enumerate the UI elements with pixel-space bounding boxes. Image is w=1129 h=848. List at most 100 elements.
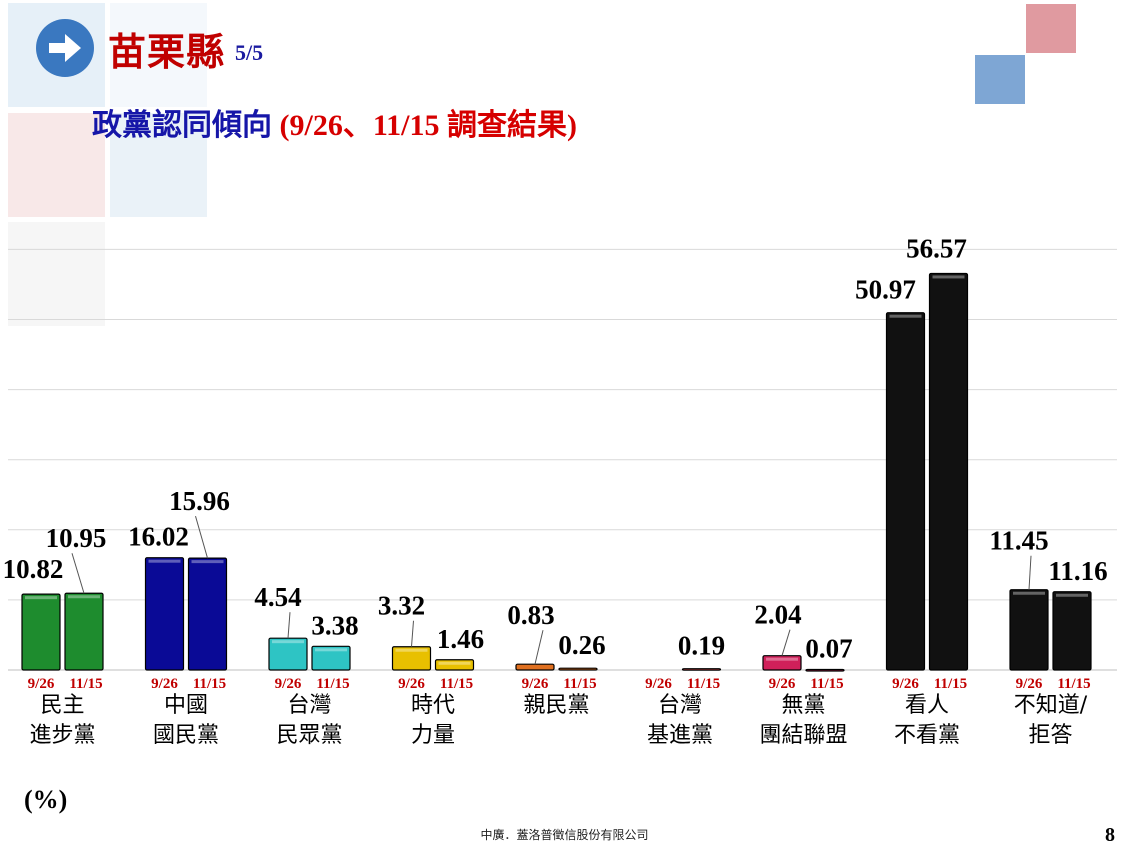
category-label: 台灣 xyxy=(658,693,702,718)
date-label: 9/26 xyxy=(769,676,796,692)
date-label: 11/15 xyxy=(563,676,596,692)
date-label: 9/26 xyxy=(892,676,919,692)
bar-highlight xyxy=(191,560,224,564)
date-label: 9/26 xyxy=(151,676,178,692)
value-label: 4.54 xyxy=(254,582,301,612)
date-label: 11/15 xyxy=(687,676,720,692)
bar-highlight xyxy=(766,657,798,661)
date-label: 9/26 xyxy=(398,676,425,692)
date-label: 11/15 xyxy=(1057,676,1090,692)
bar-highlight xyxy=(889,314,922,318)
subtitle-dates: (9/26、11/15 xyxy=(272,109,448,142)
date-labels: 9/26 11/15 9/26 11/15 9/26 11/15 9/26 11/15 9/26… xyxy=(28,676,1091,692)
subtitle-close-paren: ) xyxy=(567,109,578,142)
value-label: 10.82 xyxy=(3,554,64,584)
date-label: 9/26 xyxy=(645,676,672,692)
bar-11-15 xyxy=(928,272,969,671)
bar-highlight xyxy=(438,661,471,665)
value-label: 56.57 xyxy=(906,233,967,263)
date-label: 11/15 xyxy=(316,676,349,692)
decor-square-steelblue xyxy=(975,55,1025,104)
category-label: 台灣 xyxy=(287,693,331,718)
value-label: 0.07 xyxy=(805,634,852,664)
bars xyxy=(21,272,1092,672)
bar-9-26 xyxy=(1009,589,1049,671)
category-label: 不看黨 xyxy=(894,723,960,748)
value-label: 1.46 xyxy=(437,624,484,654)
value-label: 3.32 xyxy=(378,591,425,621)
leader-line xyxy=(1028,555,1032,590)
decor-square-pink xyxy=(8,113,105,217)
page-number: 8 xyxy=(1105,824,1115,846)
date-label: 9/26 xyxy=(275,676,302,692)
value-label: 0.83 xyxy=(507,600,554,630)
date-label: 9/26 xyxy=(28,676,55,692)
category-label: 拒答 xyxy=(1028,723,1072,748)
bar-highlight xyxy=(932,275,965,279)
leader-line xyxy=(411,620,414,647)
category-label: 民眾黨 xyxy=(276,723,342,748)
category-label: 看人 xyxy=(905,693,949,718)
page-title: 苗栗縣 xyxy=(108,29,226,74)
value-label: 15.96 xyxy=(169,486,230,516)
bar-highlight xyxy=(148,559,181,563)
value-label: 11.45 xyxy=(989,526,1048,556)
bar-11-15 xyxy=(311,645,351,671)
leader-line xyxy=(195,515,208,559)
bar-highlight xyxy=(272,640,304,644)
value-label: 50.97 xyxy=(855,275,916,305)
leader-line xyxy=(287,612,291,639)
bar-highlight xyxy=(315,648,347,652)
bar-11-15 xyxy=(805,668,845,672)
category-label: 不知道/ xyxy=(1014,693,1088,718)
page-fraction: 5/5 xyxy=(235,40,264,65)
date-label: 11/15 xyxy=(934,676,967,692)
footer-company: 中廣．蓋洛普徵信股份有限公司 xyxy=(480,828,649,842)
date-label: 11/15 xyxy=(810,676,843,692)
decor-square-lightblue xyxy=(110,113,207,217)
bar-11-15 xyxy=(1052,591,1092,671)
subtitle-main: 政黨認同傾向 xyxy=(92,108,272,143)
bar-highlight xyxy=(25,596,57,600)
category-label: 基進黨 xyxy=(647,723,713,748)
bar-9-26 xyxy=(144,557,185,671)
category-label: 中國 xyxy=(164,693,208,718)
chart-subtitle: 政黨認同傾向 (9/26、11/15 調查結果) xyxy=(92,100,577,144)
category-label: 團結聯盟 xyxy=(759,723,847,748)
decor-square-faint xyxy=(8,222,105,326)
date-label: 11/15 xyxy=(193,676,226,692)
decor-square-blue-mid xyxy=(110,3,207,107)
date-label: 11/15 xyxy=(440,676,473,692)
bar-9-26 xyxy=(515,663,555,671)
title-block: 苗栗縣 5/5 xyxy=(36,18,263,78)
bar-9-26 xyxy=(21,593,61,671)
leader-line xyxy=(71,553,85,594)
category-label: 進步黨 xyxy=(29,723,95,748)
category-label: 民主 xyxy=(40,693,84,718)
date-label: 9/26 xyxy=(522,676,549,692)
value-label: 0.26 xyxy=(558,630,605,660)
value-label: 10.95 xyxy=(46,523,107,553)
bar-11-15 xyxy=(187,557,228,671)
bar-11-15 xyxy=(681,668,722,671)
arrow-right-icon xyxy=(36,19,94,77)
subtitle-survey-results: 調查結果 xyxy=(447,108,568,143)
bar-9-26 xyxy=(885,312,926,671)
value-label: 2.04 xyxy=(754,600,801,630)
category-label: 親民黨 xyxy=(523,693,589,718)
bar-11-15 xyxy=(64,592,104,671)
bar-highlight xyxy=(1056,593,1088,597)
bar-highlight xyxy=(1013,591,1045,595)
leader-line xyxy=(534,630,544,665)
category-label: 無黨 xyxy=(781,693,825,718)
bar-11-15 xyxy=(558,667,598,671)
decor-square-red xyxy=(1026,4,1076,53)
value-label: 0.19 xyxy=(678,631,725,661)
bar-highlight xyxy=(68,595,100,599)
bar-11-15 xyxy=(434,659,475,671)
leader-line xyxy=(781,629,791,656)
category-label: 力量 xyxy=(411,723,455,748)
